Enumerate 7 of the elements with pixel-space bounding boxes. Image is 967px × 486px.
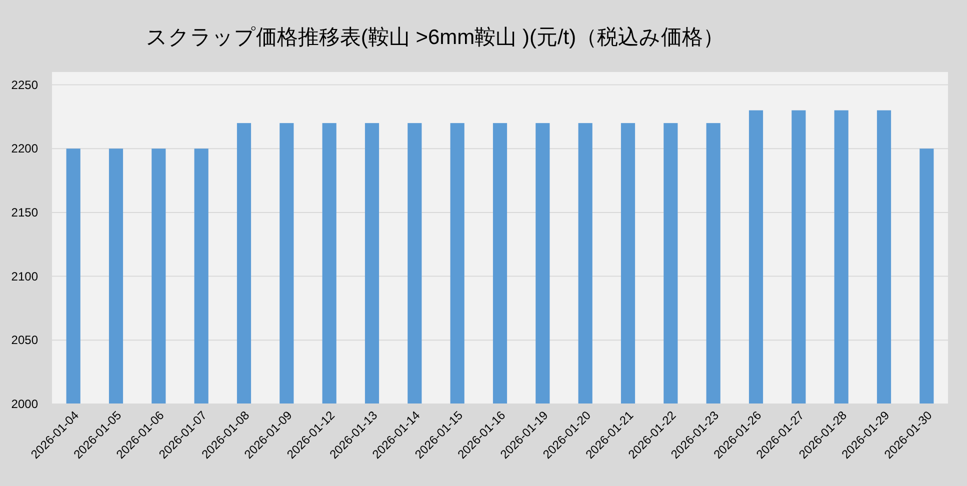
- y-tick-label: 2050: [11, 333, 38, 348]
- y-tick-label: 2200: [11, 142, 38, 156]
- y-tick-label: 2100: [11, 269, 38, 284]
- y-tick-label: 2250: [11, 78, 38, 92]
- y-tick-label: 2000: [11, 397, 38, 411]
- chart-title: スクラップ価格推移表(鞍山 >6mm鞍山 )(元/t)（税込み価格）: [146, 26, 724, 49]
- y-tick-label: 2150: [11, 205, 38, 220]
